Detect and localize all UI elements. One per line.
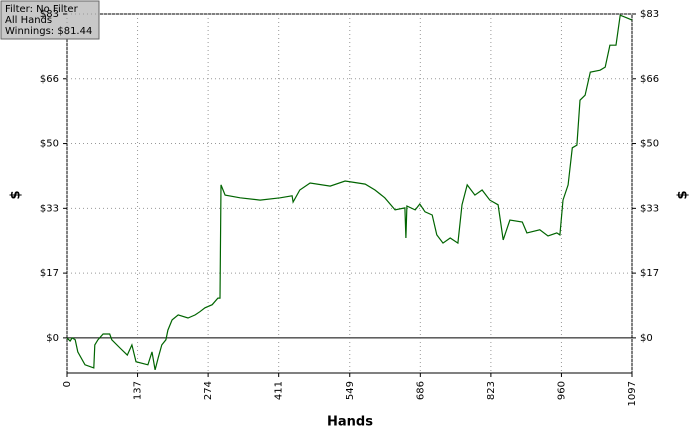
y2-tick-label: $0 — [640, 333, 653, 344]
x-tick-label: 686 — [415, 381, 426, 400]
x-tick-label: 137 — [133, 381, 144, 400]
x-tick-label: 823 — [486, 381, 497, 400]
x-tick-label: 411 — [274, 381, 285, 400]
y2-tick-label: $17 — [640, 268, 659, 279]
winnings-line — [66, 14, 633, 371]
x-tick-label: 549 — [345, 381, 356, 400]
x-tick-label: 274 — [203, 381, 214, 400]
y2-tick-label: $33 — [640, 203, 659, 214]
x-tick-label: 960 — [556, 381, 567, 400]
y-tick-label: $66 — [40, 74, 59, 85]
info-filter: Filter: No Filter — [5, 4, 79, 15]
x-tick-label: 1097 — [627, 381, 638, 406]
y-tick-label: $83 — [40, 9, 59, 20]
y2-tick-label: $66 — [640, 74, 659, 85]
y2-tick-label: $50 — [640, 139, 659, 150]
x-axis-title: Hands — [327, 415, 373, 430]
y-tick-label: $17 — [40, 268, 59, 279]
info-hands: All Hands — [5, 15, 52, 26]
y-tick-label: $33 — [40, 203, 59, 214]
y2-axis-title: $ — [676, 190, 691, 199]
y-tick-label: $0 — [46, 333, 59, 344]
info-winnings: Winnings: $81.44 — [5, 26, 92, 37]
plot-frame — [66, 13, 633, 374]
x-tick-label: 0 — [62, 381, 73, 387]
y-axis-title: $ — [9, 190, 24, 199]
y-tick-label: $50 — [40, 139, 59, 150]
info-box — [0, 0, 100, 40]
y2-tick-label: $83 — [640, 9, 659, 20]
